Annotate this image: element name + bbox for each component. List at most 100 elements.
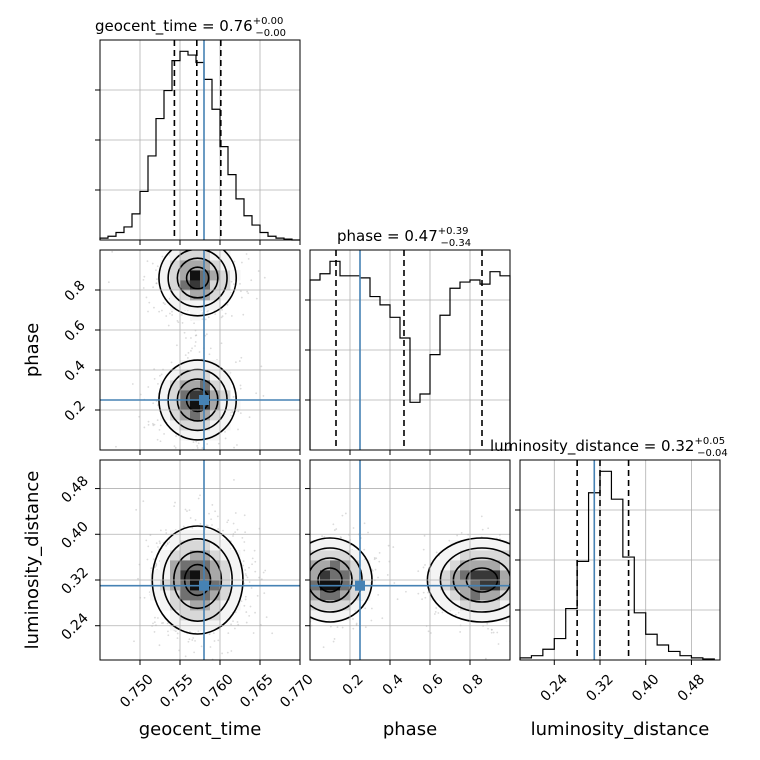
- x-tick-label: 0.755: [157, 671, 197, 711]
- sample-point: [168, 541, 171, 544]
- sample-point: [490, 628, 493, 631]
- density-cell: [350, 550, 361, 561]
- sample-point: [307, 554, 309, 556]
- density-cell: [320, 610, 331, 621]
- sample-point: [244, 573, 247, 575]
- y-tick-label: 0.40: [58, 519, 91, 552]
- sample-point: [137, 577, 139, 580]
- sample-point: [554, 547, 556, 549]
- density-cell: [490, 600, 501, 611]
- sample-point: [301, 537, 303, 539]
- sample-point: [287, 607, 289, 609]
- sample-point: [212, 632, 215, 634]
- density-cell: [170, 540, 181, 551]
- sample-point: [293, 595, 295, 597]
- sample-point: [169, 312, 171, 315]
- sample-point: [201, 318, 204, 321]
- density-cell: [190, 410, 201, 421]
- sample-point: [159, 374, 161, 377]
- density-cell: [460, 540, 471, 551]
- sample-point: [192, 637, 195, 639]
- density-cell: [190, 540, 201, 551]
- sample-point: [199, 522, 202, 525]
- histogram-phase: [309, 260, 511, 450]
- sample-point: [513, 609, 515, 611]
- sample-point: [278, 573, 280, 575]
- sample-point: [540, 574, 542, 576]
- sample-point: [480, 515, 483, 518]
- density-cell: [170, 550, 181, 561]
- density-cell: [200, 430, 211, 441]
- density-cell: [440, 570, 451, 581]
- sample-point: [156, 278, 158, 281]
- sample-point: [289, 577, 291, 579]
- sample-point: [242, 560, 245, 563]
- sample-point: [341, 626, 344, 629]
- sample-point: [213, 640, 216, 642]
- sample-point: [290, 555, 292, 557]
- sample-point: [224, 430, 226, 433]
- sample-point: [484, 657, 487, 660]
- sample-point: [512, 550, 514, 552]
- sample-point: [517, 546, 519, 548]
- sample-point: [157, 382, 159, 385]
- sample-point: [246, 232, 248, 234]
- density-cell: [490, 560, 501, 571]
- density-cell: [220, 590, 231, 601]
- sample-point: [250, 279, 253, 282]
- sample-point: [152, 422, 154, 425]
- sample-point: [516, 556, 518, 558]
- density-cell: [180, 250, 191, 261]
- sample-point: [290, 570, 292, 572]
- sample-point: [239, 412, 242, 415]
- density-cell: [460, 600, 471, 611]
- sample-point: [208, 633, 211, 636]
- sample-point: [373, 558, 376, 561]
- sample-point: [193, 451, 195, 453]
- density-cell: [470, 550, 481, 561]
- ylabel-luminosity-distance: luminosity_distance: [22, 471, 43, 650]
- density-cell: [160, 400, 171, 411]
- sample-point: [295, 591, 297, 593]
- sample-point: [230, 315, 233, 317]
- sample-point: [514, 577, 516, 579]
- sample-point: [490, 628, 493, 631]
- sample-point: [370, 607, 373, 610]
- sample-point: [285, 575, 287, 577]
- sample-point: [329, 625, 332, 628]
- sample-point: [526, 607, 528, 609]
- density-cell: [480, 560, 491, 571]
- sample-point: [165, 532, 168, 534]
- sample-point: [176, 319, 179, 322]
- density-cell: [190, 250, 201, 261]
- sample-point: [459, 631, 462, 633]
- sample-point: [210, 518, 213, 521]
- density-cell: [200, 560, 211, 571]
- sample-point: [157, 617, 159, 619]
- sample-point: [323, 536, 326, 538]
- sample-point: [245, 253, 248, 255]
- sample-point: [150, 551, 153, 553]
- sample-point: [289, 576, 291, 578]
- sample-point: [517, 589, 519, 591]
- sample-point: [247, 292, 250, 295]
- density-cell: [160, 280, 171, 291]
- sample-point: [156, 419, 159, 421]
- density-cell: [190, 370, 201, 381]
- density-cell: [200, 370, 211, 381]
- sample-point: [542, 599, 544, 601]
- histogram-luminosity-distance: [519, 470, 715, 660]
- density-cell: [180, 540, 191, 551]
- density-cell: [150, 570, 161, 581]
- density-cell: [460, 610, 471, 621]
- title-phase: phase = 0.47+0.39 −0.34: [337, 226, 471, 249]
- sample-point: [303, 577, 305, 579]
- sample-point: [296, 593, 298, 595]
- density-cell: [210, 530, 221, 541]
- density-cell: [170, 280, 181, 291]
- sample-point: [421, 598, 423, 601]
- sample-point: [364, 607, 367, 610]
- sample-point: [556, 602, 558, 604]
- density-cell: [180, 560, 191, 571]
- density-cell: [160, 600, 171, 611]
